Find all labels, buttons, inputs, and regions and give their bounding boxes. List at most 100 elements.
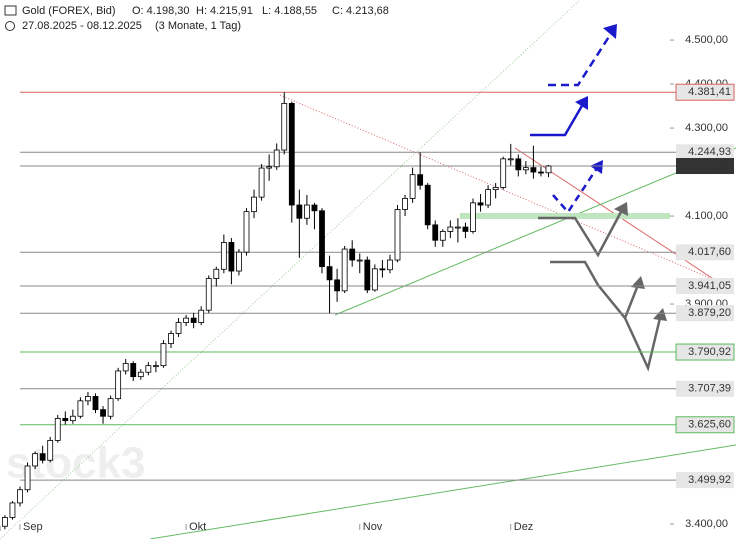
arrow-head — [575, 96, 588, 110]
icon — [4, 5, 17, 16]
level-label: 4.244,93 — [688, 146, 731, 158]
candle-body — [530, 167, 537, 173]
candle-body — [424, 184, 431, 226]
arrow — [623, 317, 662, 372]
candle-body — [409, 174, 416, 199]
candle-body — [492, 187, 499, 191]
candle-body — [115, 370, 122, 400]
arrow — [552, 167, 599, 215]
candle-body — [371, 268, 378, 291]
arrow — [548, 31, 614, 87]
y-tick-label: 4.500,00 — [685, 34, 728, 46]
x-tick-label: Dez — [514, 521, 534, 533]
ohlc: O: 4.198,30 — [132, 5, 190, 17]
candle-body — [190, 317, 197, 323]
candle-body — [205, 278, 212, 311]
candle-body — [522, 167, 529, 171]
level-box — [676, 380, 734, 397]
arrow — [530, 103, 585, 137]
candle-body — [168, 333, 174, 345]
candle-body — [107, 398, 114, 417]
level-box — [676, 472, 734, 489]
level-box — [675, 343, 735, 361]
candle-body — [507, 158, 514, 161]
candle-body — [145, 365, 152, 373]
candle-body — [447, 226, 454, 232]
candle-body — [515, 158, 522, 171]
arrow-head — [590, 160, 603, 174]
level-box — [675, 83, 735, 101]
level-label: 3.879,20 — [688, 307, 731, 319]
candle-body — [251, 196, 257, 213]
candle-body — [266, 166, 273, 169]
level-label: 3.941,05 — [688, 280, 731, 292]
candle-body — [387, 259, 393, 271]
candle-body — [9, 502, 16, 518]
candle-body — [281, 103, 288, 151]
level-box — [676, 144, 734, 161]
candle-body — [364, 259, 371, 291]
level-label: 4.213,68 — [688, 160, 731, 172]
candle-body — [130, 363, 137, 378]
candle-body — [62, 418, 69, 422]
candle-body — [17, 489, 23, 504]
arrow-head — [653, 308, 667, 321]
arrow — [550, 260, 640, 321]
candle-body — [500, 158, 507, 188]
header: Gold (FOREX, Bid) O: 4.198,30 H: 4.215,9… — [4, 5, 389, 32]
candle-body — [439, 231, 446, 241]
level-box — [676, 158, 734, 175]
arrow-head — [631, 276, 645, 289]
candle-body — [394, 209, 401, 261]
candle-body — [356, 259, 363, 262]
candle-body — [477, 202, 484, 206]
candle-body — [273, 149, 280, 168]
level-label: 3.499,92 — [688, 474, 731, 486]
arrow — [538, 209, 624, 258]
level-box — [676, 244, 734, 261]
x-tick-label: Okt — [189, 521, 206, 533]
x-tick-label: Sep — [23, 521, 43, 533]
candle-body — [2, 517, 8, 527]
candle-body — [326, 266, 333, 281]
candle-body — [228, 242, 235, 272]
y-tick-label: 3.400,00 — [685, 518, 728, 530]
candle-body — [183, 317, 190, 323]
candle-body — [47, 440, 54, 461]
candle-body — [288, 103, 295, 206]
icon — [5, 21, 15, 31]
candle-body — [243, 211, 250, 253]
candle-body — [538, 171, 544, 174]
candle-body — [417, 174, 424, 186]
arrow-head — [614, 202, 628, 216]
candle-body — [220, 242, 227, 270]
candle-body — [319, 210, 325, 268]
trend-long — [149, 444, 736, 539]
candle-body — [470, 202, 476, 232]
candle-body — [24, 465, 31, 491]
title: Gold (FOREX, Bid) — [22, 5, 116, 17]
arrow-head — [603, 24, 617, 39]
candle-body — [152, 365, 159, 368]
ohlc: L: 4.188,55 — [262, 5, 317, 17]
level-box — [676, 277, 734, 294]
candle-body — [77, 400, 84, 417]
candle-body — [485, 189, 492, 206]
candle-body — [160, 343, 167, 367]
candle-body — [402, 198, 408, 210]
candle-body — [454, 226, 461, 229]
y-tick-label: 4.100,00 — [685, 210, 728, 222]
level-label: 3.625,60 — [688, 419, 731, 431]
candle-body — [69, 415, 76, 422]
range: 27.08.2025 - 08.12.2025 — [22, 20, 142, 32]
level-box — [676, 305, 734, 322]
candle-body — [341, 248, 348, 292]
candle-body — [100, 409, 106, 417]
period: (3 Monate, 1 Tag) — [155, 20, 241, 32]
candle-body — [236, 251, 242, 272]
candle-body — [432, 224, 439, 241]
level-label: 4.017,60 — [688, 246, 731, 258]
y-tick-label: 4.300,00 — [685, 122, 728, 134]
level-label: 4.381,41 — [688, 86, 731, 98]
